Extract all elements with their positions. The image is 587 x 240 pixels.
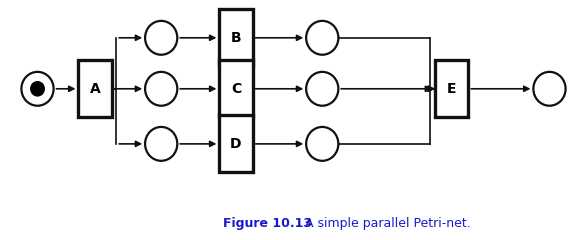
Ellipse shape [306,72,338,106]
Text: E: E [447,82,457,96]
Ellipse shape [145,127,177,161]
Ellipse shape [21,72,53,106]
FancyBboxPatch shape [435,60,468,117]
Text: C: C [231,82,241,96]
Ellipse shape [534,72,566,106]
Ellipse shape [145,72,177,106]
Text: D: D [230,137,242,151]
FancyBboxPatch shape [220,9,252,66]
Ellipse shape [145,21,177,55]
Ellipse shape [306,21,338,55]
Text: Figure 10.13: Figure 10.13 [223,217,312,230]
Ellipse shape [306,127,338,161]
Text: B: B [231,31,241,45]
FancyBboxPatch shape [220,60,252,117]
FancyBboxPatch shape [220,115,252,172]
Ellipse shape [31,82,44,96]
Text: A simple parallel Petri-net.: A simple parallel Petri-net. [305,217,471,230]
FancyBboxPatch shape [78,60,112,117]
Text: A: A [90,82,100,96]
